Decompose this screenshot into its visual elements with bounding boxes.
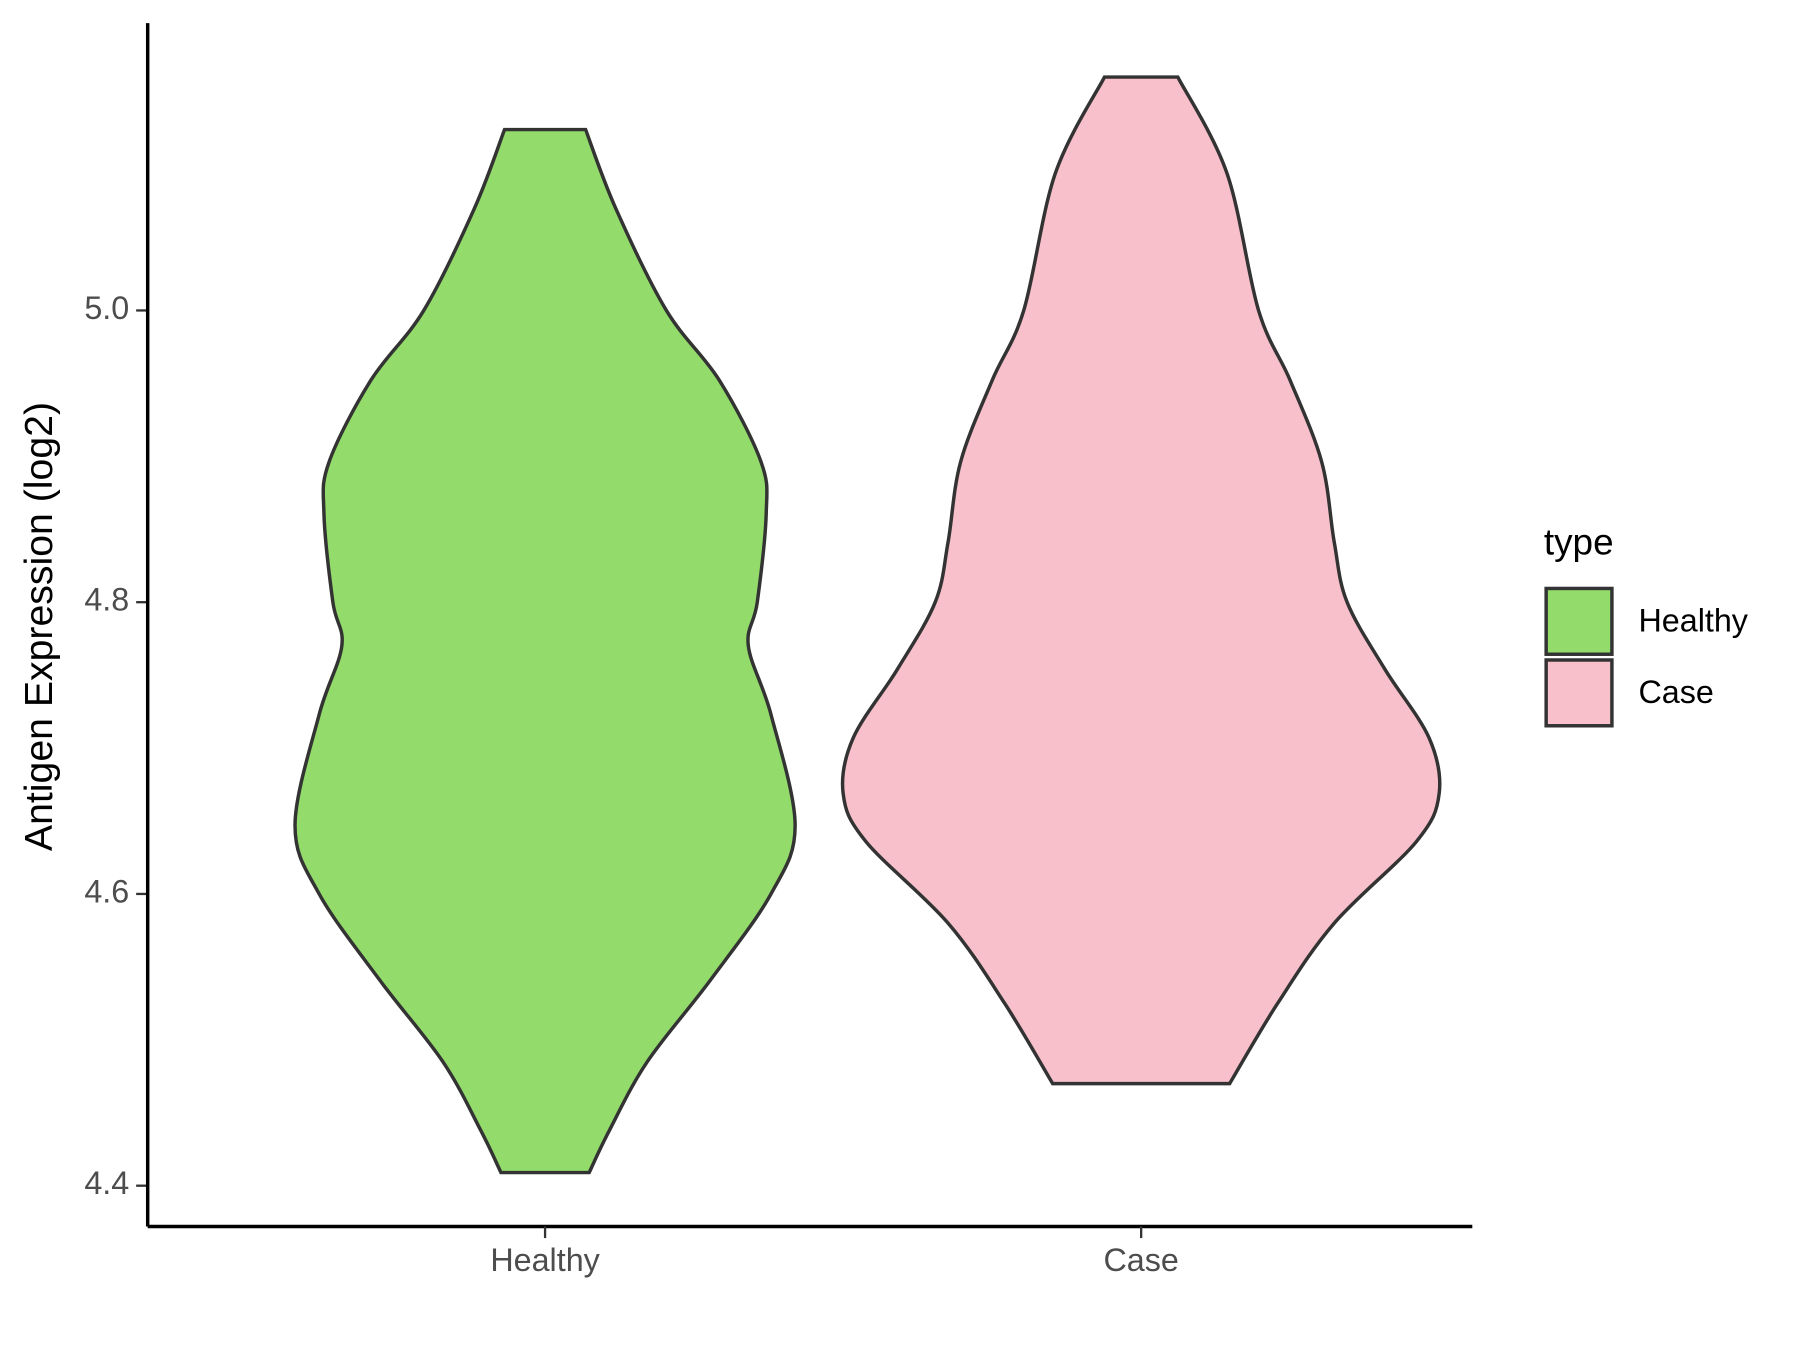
violin [840, 75, 1442, 1086]
legend-key [1544, 658, 1614, 728]
y-axis-label: Antigen Expression (log2) [17, 402, 61, 851]
legend-key [1544, 586, 1614, 656]
legend-label: Healthy [1638, 603, 1748, 639]
legend-label: Case [1638, 674, 1713, 710]
x-tick-label: Case [1103, 1242, 1178, 1278]
y-tick-label: 4.4 [84, 1165, 129, 1201]
y-tick-label: 4.8 [84, 582, 129, 618]
y-tick-label: 4.6 [84, 873, 129, 909]
violin [293, 127, 797, 1175]
y-tick-label: 5.0 [84, 290, 129, 326]
x-tick-label: Healthy [490, 1242, 600, 1278]
legend-title: type [1544, 521, 1614, 562]
